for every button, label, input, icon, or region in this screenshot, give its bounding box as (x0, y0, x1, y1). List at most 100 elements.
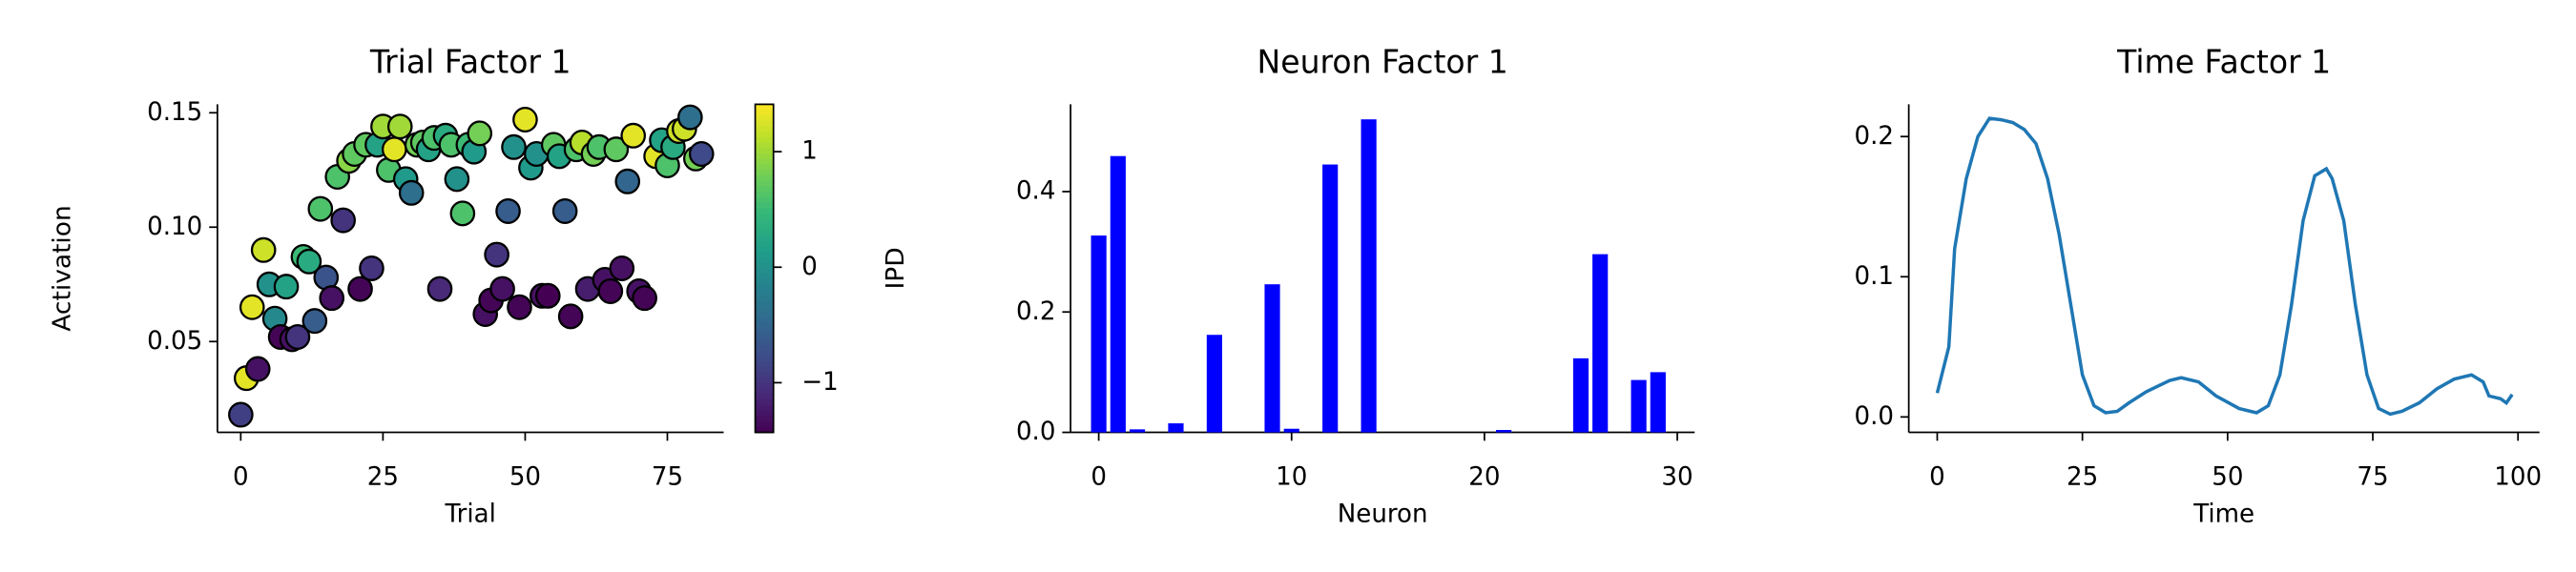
x-tick-label: 10 (1276, 463, 1307, 492)
colorbar-segment (755, 421, 774, 428)
colorbar-segment (755, 235, 774, 242)
x-axis-label: Neuron (1338, 500, 1428, 528)
x-tick-label: 100 (2494, 463, 2542, 492)
point (609, 255, 635, 281)
point (319, 285, 345, 312)
point (484, 241, 509, 268)
colorbar-segment (755, 132, 774, 138)
x-tick-label: 75 (652, 463, 683, 492)
colorbar-segment (755, 214, 774, 220)
point (296, 248, 322, 275)
point (284, 323, 311, 350)
x-tick-label: 50 (2212, 463, 2243, 492)
x-tick-label: 0 (1929, 463, 1945, 492)
colorbar-segment (755, 148, 774, 154)
point (632, 285, 657, 312)
colorbar-segment (755, 114, 774, 122)
x-tick-label: 20 (1468, 463, 1500, 492)
colorbar-segment (755, 350, 774, 358)
point (444, 166, 470, 193)
colorbar-segment (755, 136, 774, 144)
colorbar-segment (755, 334, 774, 340)
colorbar-segment (755, 360, 774, 368)
y-tick-label: 0.15 (147, 98, 202, 127)
chart-title: Trial Factor 1 (369, 43, 571, 80)
y-tick-label: 0.1 (1855, 262, 1894, 291)
bar (1322, 164, 1339, 433)
point (386, 113, 413, 140)
colorbar-segment (755, 382, 774, 390)
point (239, 294, 265, 320)
bar (1206, 335, 1222, 433)
colorbar-label: IPD (882, 247, 910, 289)
point (495, 197, 521, 224)
point (620, 122, 647, 149)
bar (1129, 429, 1146, 433)
x-tick-label: 25 (367, 463, 399, 492)
colorbar-segment (755, 224, 774, 232)
point (382, 136, 407, 163)
line (1935, 116, 2514, 417)
point (273, 274, 300, 300)
colorbar-segment (755, 142, 774, 150)
colorbar-segment (755, 416, 774, 422)
point (614, 168, 641, 194)
colorbar-segment (755, 339, 774, 346)
colorbar-segment (755, 312, 774, 318)
y-tick-label: 0.0 (1855, 402, 1894, 431)
y-tick-label: 0.2 (1016, 297, 1055, 326)
x-tick-label: 75 (2357, 463, 2388, 492)
y-tick-label: 0.0 (1016, 418, 1055, 446)
colorbar-segment (755, 306, 774, 314)
point (467, 120, 493, 147)
point (603, 136, 630, 163)
colorbar-segment (755, 399, 774, 406)
point (307, 195, 334, 222)
colorbar-segment (755, 296, 774, 302)
colorbar-segment (755, 274, 774, 280)
colorbar-segment (755, 378, 774, 384)
colorbar-segment (755, 218, 774, 226)
colorbar-segment (755, 284, 774, 292)
chart-title: Neuron Factor 1 (1257, 43, 1508, 80)
colorbar-tick-label: 0 (801, 253, 818, 281)
x-tick-label: 30 (1661, 463, 1693, 492)
x-tick-label: 50 (509, 463, 541, 492)
colorbar-segment (755, 426, 774, 434)
x-tick-label: 0 (1091, 463, 1107, 492)
y-axis-label: Activation (49, 205, 77, 331)
colorbar-segment (755, 230, 774, 236)
colorbar-segment (755, 394, 774, 400)
colorbar-segment (755, 252, 774, 258)
point (512, 106, 538, 133)
colorbar-segment (755, 322, 774, 330)
bar (1572, 358, 1589, 433)
colorbar-segment (755, 202, 774, 210)
x-axis-label: Trial (445, 500, 496, 528)
point (534, 282, 561, 309)
point (347, 276, 373, 302)
point (501, 133, 527, 160)
point (489, 276, 515, 302)
colorbar-segment (755, 180, 774, 188)
point (359, 255, 384, 281)
bar (1264, 284, 1280, 433)
point (597, 277, 624, 304)
colorbar-segment (755, 246, 774, 254)
colorbar-segment (755, 240, 774, 248)
colorbar-segment (755, 300, 774, 308)
point (507, 294, 532, 320)
colorbar-segment (755, 120, 774, 128)
bar (1361, 119, 1377, 433)
bar (1650, 372, 1666, 433)
colorbar-segment (755, 328, 774, 336)
point (688, 140, 715, 167)
y-tick-label: 0.4 (1016, 176, 1055, 205)
colorbar-segment (755, 278, 774, 286)
bar (1091, 235, 1107, 433)
colorbar-segment (755, 344, 774, 352)
colorbar-tick-label: −1 (801, 368, 838, 397)
chart-title: Time Factor 1 (2116, 43, 2331, 80)
point (398, 179, 425, 206)
